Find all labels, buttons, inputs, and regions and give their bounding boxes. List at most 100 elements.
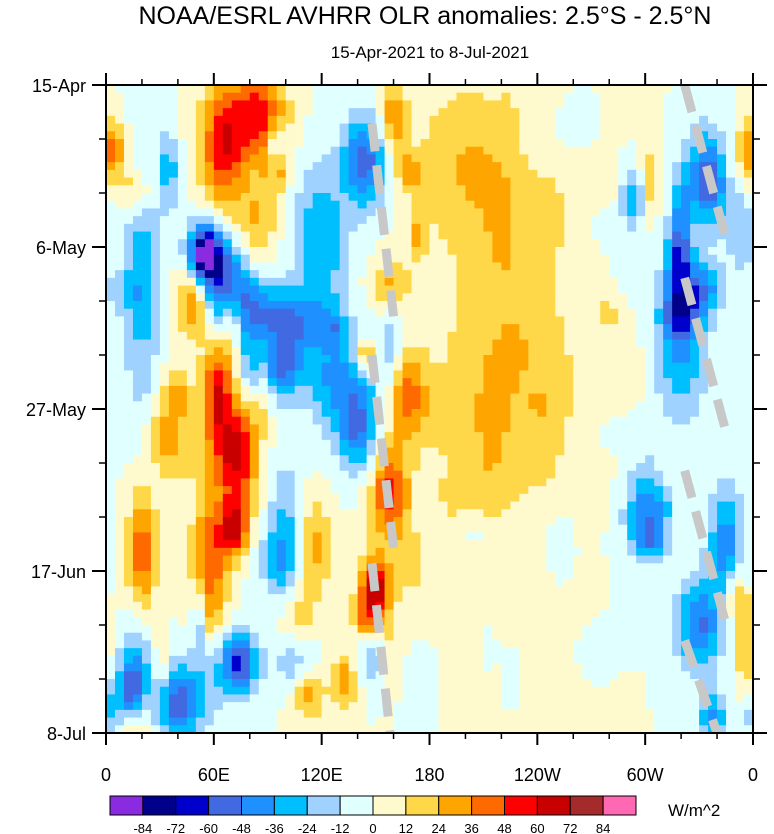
field-cell (159, 316, 170, 325)
field-cell (438, 254, 449, 264)
field-cell (636, 532, 646, 541)
field-cell (546, 169, 556, 179)
field-cell (447, 470, 458, 480)
field-cell (654, 470, 664, 480)
field-cell (393, 609, 404, 618)
field-cell (429, 586, 440, 595)
field-cell (546, 517, 556, 526)
field-cell (339, 439, 350, 449)
field-cell (591, 547, 601, 557)
field-cell (537, 231, 547, 240)
field-cell (492, 524, 502, 534)
field-cell (357, 416, 368, 426)
field-cell (339, 455, 350, 464)
field-cell (375, 486, 386, 495)
field-cell (312, 270, 323, 279)
field-cell (510, 285, 520, 294)
field-cell (366, 169, 377, 179)
field-cell (231, 555, 242, 564)
field-cell (555, 517, 565, 526)
field-cell (582, 385, 592, 395)
field-cell (330, 146, 341, 156)
field-cell (294, 100, 305, 109)
field-cell (645, 609, 655, 618)
field-cell (735, 517, 745, 526)
field-cell (492, 301, 502, 310)
field-cell (627, 293, 637, 302)
field-cell (411, 308, 422, 318)
field-cell (123, 532, 134, 541)
field-cell (501, 285, 511, 294)
field-cell (618, 339, 628, 348)
field-cell (106, 586, 116, 595)
field-cell (735, 92, 745, 102)
field-cell (312, 169, 323, 179)
field-cell (357, 586, 368, 595)
field-cell (600, 331, 610, 341)
field-cell (681, 517, 691, 526)
field-cell (321, 617, 332, 626)
field-cell (177, 555, 188, 564)
field-cell (537, 486, 547, 495)
field-cell (609, 509, 619, 518)
field-cell (213, 193, 224, 202)
field-cell (681, 509, 691, 518)
field-cell (510, 262, 520, 271)
field-cell (240, 563, 251, 572)
field-cell (348, 424, 359, 433)
field-cell (654, 517, 664, 526)
field-cell (366, 609, 377, 618)
field-cell (627, 154, 637, 163)
field-cell (483, 216, 494, 225)
field-cell (195, 177, 206, 186)
field-cell (267, 216, 278, 225)
field-cell (106, 432, 116, 441)
field-cell (564, 486, 574, 495)
field-cell (177, 540, 188, 549)
field-cell (429, 524, 440, 534)
field-cell (132, 216, 143, 225)
field-cell (465, 347, 476, 356)
field-cell (564, 524, 574, 534)
field-cell (222, 547, 233, 557)
field-cell (447, 393, 458, 402)
field-cell (609, 578, 619, 588)
field-cell (663, 100, 673, 109)
field-cell (492, 200, 502, 210)
field-cell (492, 555, 502, 564)
field-cell (330, 609, 341, 618)
field-cell (249, 115, 260, 125)
field-cell (528, 146, 538, 156)
field-cell (681, 339, 691, 348)
field-cell (420, 193, 431, 202)
field-cell (339, 169, 350, 179)
field-cell (663, 339, 673, 348)
field-cell (708, 123, 718, 132)
field-cell (420, 293, 431, 302)
field-cell (357, 231, 368, 240)
field-cell (447, 85, 458, 94)
field-cell (330, 455, 341, 464)
field-cell (276, 216, 287, 225)
field-cell (294, 285, 305, 294)
field-cell (303, 115, 314, 125)
field-cell (393, 193, 404, 202)
field-cell (672, 262, 682, 271)
field-cell (591, 540, 601, 549)
field-cell (600, 100, 610, 109)
field-cell (555, 424, 565, 433)
field-cell (429, 501, 440, 510)
field-cell (141, 301, 152, 310)
field-cell (528, 239, 538, 248)
field-cell (483, 162, 494, 171)
field-cell (564, 262, 574, 271)
field-cell (528, 409, 538, 418)
field-cell (294, 239, 305, 248)
field-cell (420, 223, 431, 233)
field-cell (168, 270, 179, 279)
field-cell (186, 208, 197, 217)
field-cell (123, 115, 134, 125)
field-cell (276, 154, 287, 163)
field-cell (636, 555, 646, 564)
field-cell (510, 486, 520, 495)
